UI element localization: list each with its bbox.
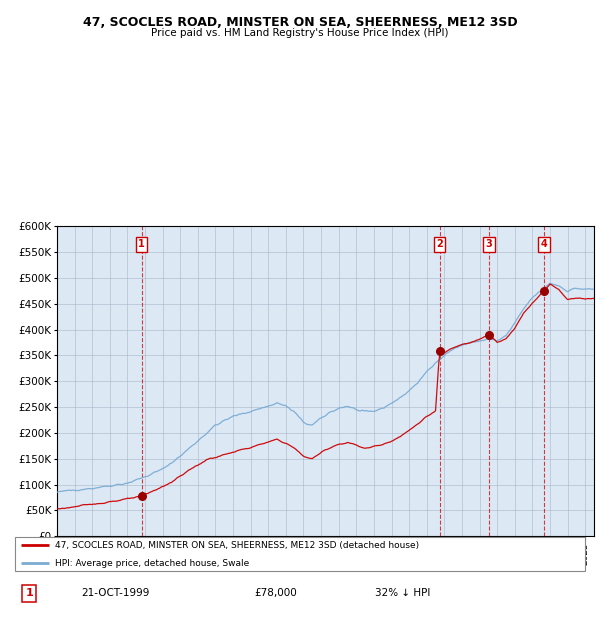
- Text: 4: 4: [541, 239, 547, 249]
- Text: 21-OCT-1999: 21-OCT-1999: [81, 588, 149, 598]
- Text: Price paid vs. HM Land Registry's House Price Index (HPI): Price paid vs. HM Land Registry's House …: [151, 28, 449, 38]
- Text: £78,000: £78,000: [254, 588, 296, 598]
- Text: 47, SCOCLES ROAD, MINSTER ON SEA, SHEERNESS, ME12 3SD (detached house): 47, SCOCLES ROAD, MINSTER ON SEA, SHEERN…: [55, 541, 419, 550]
- Text: 32% ↓ HPI: 32% ↓ HPI: [375, 588, 430, 598]
- Text: 47, SCOCLES ROAD, MINSTER ON SEA, SHEERNESS, ME12 3SD: 47, SCOCLES ROAD, MINSTER ON SEA, SHEERN…: [83, 16, 517, 29]
- Text: 2: 2: [436, 239, 443, 249]
- FancyBboxPatch shape: [15, 538, 585, 571]
- Text: 1: 1: [25, 588, 33, 598]
- Text: HPI: Average price, detached house, Swale: HPI: Average price, detached house, Swal…: [55, 559, 250, 568]
- Text: 1: 1: [138, 239, 145, 249]
- Text: 3: 3: [485, 239, 493, 249]
